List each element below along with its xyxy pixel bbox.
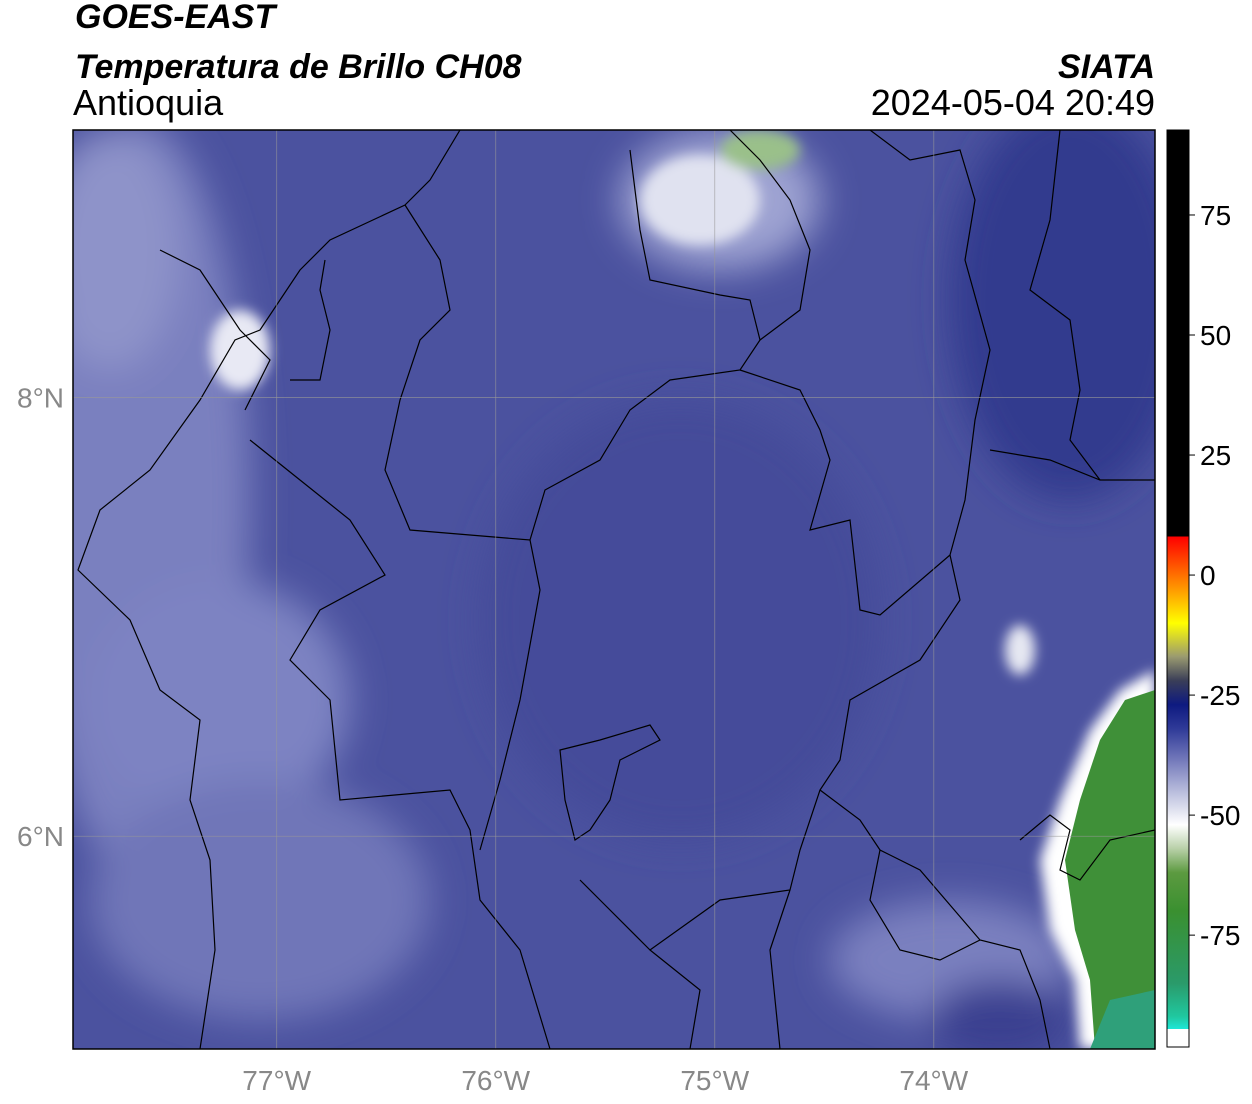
map-frame — [72, 129, 1156, 1050]
colorbar-tick-label: -50 — [1200, 800, 1240, 831]
y-tick-label: 6°N — [17, 821, 64, 852]
colorbar-tick-label: 50 — [1200, 320, 1231, 351]
grid — [73, 130, 1155, 1049]
subtitle: Temperatura de Brillo CH08 — [75, 48, 522, 86]
source: SIATA — [1058, 48, 1155, 86]
colorbar-tick-label: 25 — [1200, 440, 1231, 471]
colorbar-tick-label: -25 — [1200, 680, 1240, 711]
region: Antioquia — [73, 82, 224, 123]
satellite-image — [73, 130, 1155, 1049]
colorbar-bar — [1166, 129, 1190, 1048]
colorbar: -75 -50 -25 0 25 50 75 — [1166, 129, 1240, 1048]
y-tick-label: 8°N — [17, 383, 64, 414]
colorbar-tick-label: 0 — [1200, 560, 1216, 591]
x-tick-label: 74°W — [899, 1065, 968, 1096]
x-tick-label: 76°W — [461, 1065, 530, 1096]
x-tick-label: 75°W — [680, 1065, 749, 1096]
x-tick-label: 77°W — [242, 1065, 311, 1096]
timestamp: 2024-05-04 20:49 — [871, 82, 1155, 123]
title: GOES-EAST — [75, 0, 278, 36]
colorbar-tick-label: -75 — [1200, 920, 1240, 951]
colorbar-tick-label: 75 — [1200, 200, 1231, 231]
